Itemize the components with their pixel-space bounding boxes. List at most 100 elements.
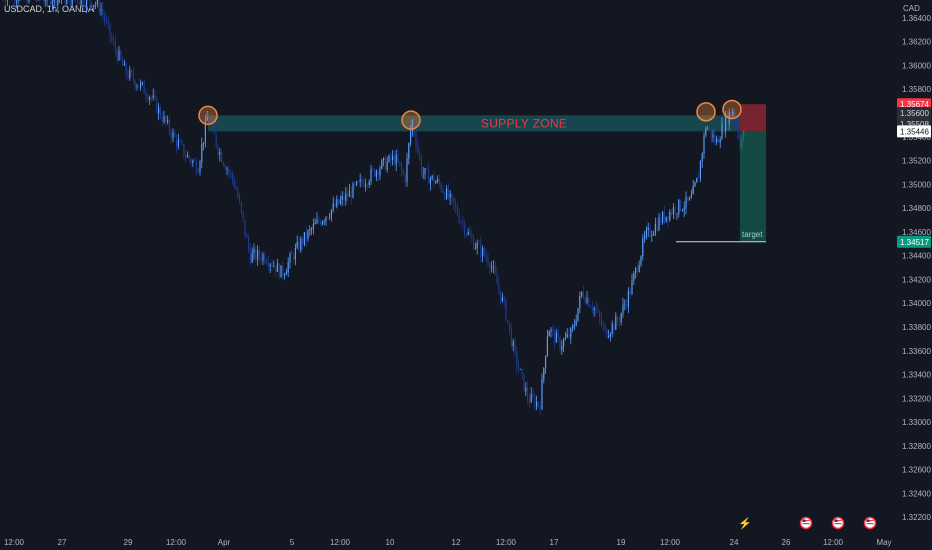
candle-body — [181, 141, 183, 145]
candle-body — [57, 0, 59, 5]
candle-body — [330, 209, 332, 218]
supply-zone-layer: SUPPLY ZONE — [208, 115, 740, 132]
candle-body — [644, 235, 646, 239]
candle-body — [329, 217, 331, 219]
candle-body — [690, 194, 692, 198]
candle-body — [50, 0, 52, 5]
candle-body — [559, 337, 561, 350]
candle-body — [338, 199, 340, 204]
candle-body — [482, 248, 484, 257]
time-axis[interactable]: 12:00 27 29 12:00 Apr 5 12:00 10 12 12:00 17 19 12:0… — [4, 538, 892, 547]
candle-body — [669, 211, 671, 221]
symbol-title: USDCAD, 1h, OANDA — [4, 4, 95, 14]
candle-body — [240, 202, 242, 212]
candle-body — [383, 157, 385, 161]
y-tick-label: 1.32600 — [902, 466, 931, 475]
candle-body — [609, 333, 611, 337]
x-tick-label: 29 — [124, 538, 133, 547]
candle-body — [42, 0, 44, 1]
price-tag-text: 1.35674 — [900, 100, 929, 109]
us-flag-icon[interactable] — [799, 516, 813, 530]
candle-body — [262, 254, 264, 261]
candle-body — [627, 291, 629, 307]
candle-body — [626, 304, 628, 307]
candle-body — [55, 0, 57, 5]
candle-body — [136, 86, 138, 88]
candle-body — [467, 232, 469, 235]
candle-body — [98, 0, 100, 11]
candle-body — [249, 249, 251, 263]
event-icons-layer[interactable]: ⚡ — [738, 516, 877, 530]
candle-body — [215, 133, 217, 147]
supply-zone-rect — [208, 115, 740, 132]
candle-body — [588, 297, 590, 307]
candle-body — [213, 123, 215, 134]
candle-body — [737, 126, 739, 139]
candle-body — [363, 182, 365, 187]
candle-body — [431, 175, 433, 179]
us-flag-icon[interactable] — [863, 516, 877, 530]
candle-body — [505, 300, 507, 321]
flag-stripe — [866, 523, 874, 525]
candle-body — [656, 223, 658, 231]
candle-body — [424, 168, 426, 174]
candle-body — [584, 297, 586, 303]
candle-body — [44, 0, 46, 2]
candle-body — [568, 333, 570, 338]
candle-body — [248, 237, 250, 250]
highlight-circle — [696, 102, 716, 122]
candle-body — [149, 97, 151, 100]
candle-body — [140, 82, 142, 87]
candle-body — [210, 120, 212, 122]
candle-body — [156, 97, 158, 114]
candle-body — [647, 227, 649, 231]
candle-body — [642, 238, 644, 257]
price-tag-target: 1.34517 — [897, 235, 931, 248]
candle-body — [26, 0, 28, 2]
candle-body — [269, 264, 271, 267]
candle-body — [235, 186, 237, 190]
candle-body — [332, 203, 334, 210]
candle-body — [712, 134, 714, 138]
candle-body — [593, 307, 595, 311]
candle-body — [186, 155, 188, 158]
flag-canton — [802, 519, 806, 522]
price-axis[interactable]: 1.36400 1.36200 1.36000 1.35800 1.35600 1.354… — [902, 14, 931, 522]
candle-body — [231, 172, 233, 180]
candle-body — [563, 339, 565, 347]
y-tick-label: 1.34200 — [902, 275, 931, 284]
candle-body — [663, 212, 665, 222]
candle-body — [194, 160, 196, 162]
candle-body — [503, 297, 505, 301]
candle-body — [336, 199, 338, 207]
candle-body — [599, 311, 601, 318]
candle-body — [348, 190, 350, 197]
candle-body — [444, 192, 446, 199]
candle-body — [78, 3, 80, 5]
candle-body — [622, 304, 624, 314]
candle-body — [77, 0, 79, 4]
candle-body — [606, 329, 608, 338]
candle-body — [438, 178, 440, 184]
candle-body — [500, 290, 502, 302]
price-tag-bg — [897, 125, 931, 138]
us-flag-icon[interactable] — [831, 516, 845, 530]
y-tick-label: 1.34600 — [902, 228, 931, 237]
candle-body — [705, 128, 707, 136]
x-tick-label: 12:00 — [660, 538, 681, 547]
candle-body — [15, 0, 17, 2]
candle-body — [532, 393, 534, 398]
candle-body — [350, 190, 352, 198]
candle-body — [203, 141, 205, 145]
highlight-circle — [198, 105, 218, 126]
candle-body — [726, 113, 728, 125]
candle-body — [185, 156, 187, 158]
price-tag-neutral: 1.35600 — [897, 107, 931, 120]
candle-body — [638, 265, 640, 272]
candle-body — [347, 193, 349, 197]
candle-body — [428, 168, 430, 184]
candle-body — [168, 119, 170, 133]
candle-body — [287, 262, 289, 273]
